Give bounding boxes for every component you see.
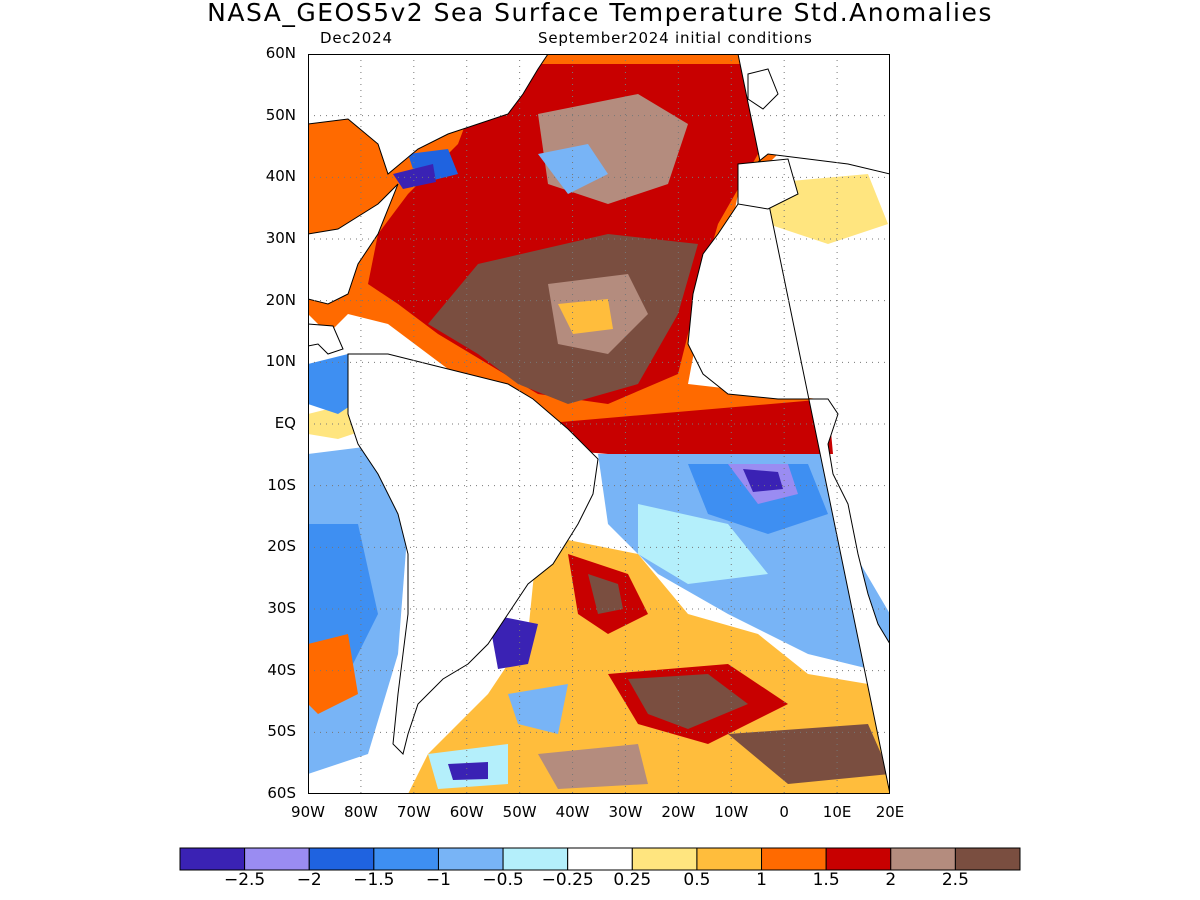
- colorbar-swatch: [954, 847, 1021, 871]
- colorbar-swatch: [567, 847, 633, 871]
- colorbar-tick-label: 0.25: [613, 870, 652, 890]
- lon-tick-label: 10E: [822, 803, 852, 821]
- lat-tick-label: 10N: [265, 352, 296, 371]
- lat-lon-grid: [308, 54, 890, 794]
- colorbar-swatch: [308, 847, 375, 871]
- colorbar-swatch: [373, 847, 439, 871]
- lon-tick-label: 80W: [343, 803, 378, 821]
- lon-tick-label: 50W: [502, 803, 537, 821]
- south-america: [347, 353, 599, 755]
- lon-tick-label: 40W: [555, 803, 590, 821]
- lon-tick-label: 60W: [449, 803, 484, 821]
- colorbar-tick-label: 2: [885, 870, 897, 890]
- colorbar-swatch: [244, 847, 310, 871]
- lat-tick-label: 60N: [265, 44, 296, 62]
- lat-tick-label: 40N: [265, 167, 296, 186]
- lon-tick-label: 70W: [396, 803, 431, 821]
- lon-tick-label: 10W: [714, 803, 749, 821]
- colorbar-tick-label: −2.5: [223, 870, 266, 890]
- forecast-month: Dec2024: [320, 29, 393, 47]
- central-america: [308, 323, 344, 355]
- lon-tick-label: 20W: [661, 803, 696, 821]
- map-frame: [308, 54, 890, 794]
- lat-tick-label: 40S: [267, 660, 296, 679]
- lat-tick-label: 50S: [267, 722, 296, 741]
- lon-tick-label: 20E: [875, 803, 905, 821]
- colorbar-swatch: [696, 847, 763, 871]
- colorbar-swatch: [437, 847, 504, 871]
- map-svg: [308, 54, 890, 794]
- lat-tick-label: 30N: [265, 229, 296, 247]
- colorbar-tick-label: −1: [425, 870, 451, 890]
- initial-conditions: September2024 initial conditions: [538, 29, 813, 47]
- colorbar-tick-label: 1: [756, 870, 767, 890]
- lon-tick-label: 0: [779, 803, 789, 821]
- colorbar-tick-label: −0.5: [482, 870, 524, 890]
- lat-tick-label: 20N: [265, 290, 296, 309]
- lon-tick-label: 30W: [608, 803, 643, 821]
- colorbar-swatch: [825, 847, 892, 871]
- colorbar-swatch: [761, 847, 827, 871]
- lat-tick-label: 20S: [267, 537, 296, 556]
- british-isles: [747, 68, 779, 110]
- colorbar-swatch: [631, 847, 698, 871]
- sst-anomaly-map: [308, 54, 890, 794]
- lat-tick-label: 60S: [267, 784, 296, 802]
- colorbar-tick-label: 2.5: [941, 870, 969, 890]
- colorbar-swatch: [502, 847, 569, 871]
- colorbar-tick-label: −0.25: [541, 870, 594, 890]
- lon-tick-label: 90W: [291, 803, 325, 821]
- colorbar-swatch: [179, 847, 246, 871]
- colorbar-tick-label: −2: [296, 870, 322, 890]
- colorbar: [179, 847, 1021, 871]
- chart-title: NASA_GEOS5v2 Sea Surface Temperature Std…: [207, 0, 993, 27]
- lat-tick-label: EQ: [274, 414, 296, 432]
- colorbar-tick-label: −1.5: [353, 870, 395, 890]
- colorbar-tick-label: 0.5: [683, 870, 711, 890]
- africa-europe: [687, 54, 890, 794]
- lat-tick-label: 30S: [267, 599, 296, 617]
- land-masses: [308, 54, 890, 794]
- iberia-land: [737, 158, 799, 210]
- colorbar-swatch: [890, 847, 956, 871]
- colorbar-tick-label: 1.5: [812, 870, 840, 890]
- lat-tick-label: 10S: [267, 475, 296, 494]
- lat-tick-label: 50N: [265, 105, 296, 124]
- north-america: [308, 54, 549, 305]
